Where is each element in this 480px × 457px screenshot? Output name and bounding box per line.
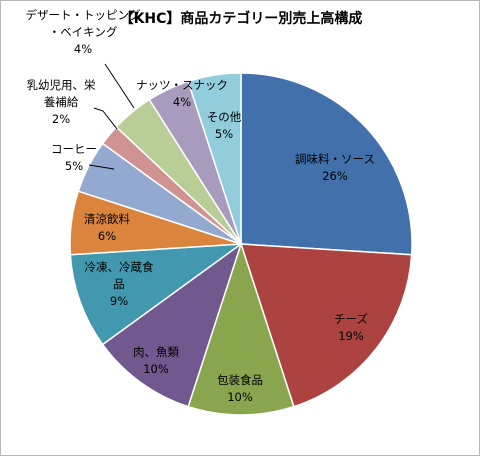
slice-label-4: 肉、魚類 10% [133, 345, 179, 376]
chart-title: 【KHC】商品カテゴリー別売上高構成 [120, 10, 363, 27]
slice-label-1: 調味料・ソース 26% [295, 152, 375, 183]
pie-slice-5 [69, 243, 244, 346]
pie-slice-1 [240, 72, 413, 256]
slice-label-6: 清涼飲料 6% [84, 212, 130, 243]
pie-slice-2 [239, 243, 413, 408]
slice-label-9: デザート・トッピング・ベイキング 4% [26, 8, 141, 56]
pie-slices [69, 72, 413, 416]
pie-slice-3 [187, 241, 295, 416]
leader-line-7 [88, 164, 115, 170]
leader-lines [88, 63, 135, 170]
slice-label-10: ナッツ・スナック 4% [136, 78, 228, 109]
pie-slice-4 [101, 242, 243, 408]
slice-label-7: コーヒー 5% [51, 142, 97, 173]
leader-line-8 [93, 107, 118, 130]
slice-label-2: チーズ 19% [334, 312, 368, 343]
slice-label-8: 乳幼児用、栄養補給 2% [27, 78, 96, 126]
pie-slice-11 [187, 72, 242, 245]
slice-label-11: その他 5% [207, 110, 242, 141]
leader-line-9 [104, 63, 135, 109]
slice-labels: 調味料・ソース 26% チーズ 19% 包装食品 10% 肉、魚類 10% 冷凍、冷蔵食品 9% 清… [26, 8, 375, 404]
slice-label-3: 包装食品 10% [217, 373, 263, 404]
slice-label-5: 冷凍、冷蔵食品 9% [85, 260, 154, 308]
